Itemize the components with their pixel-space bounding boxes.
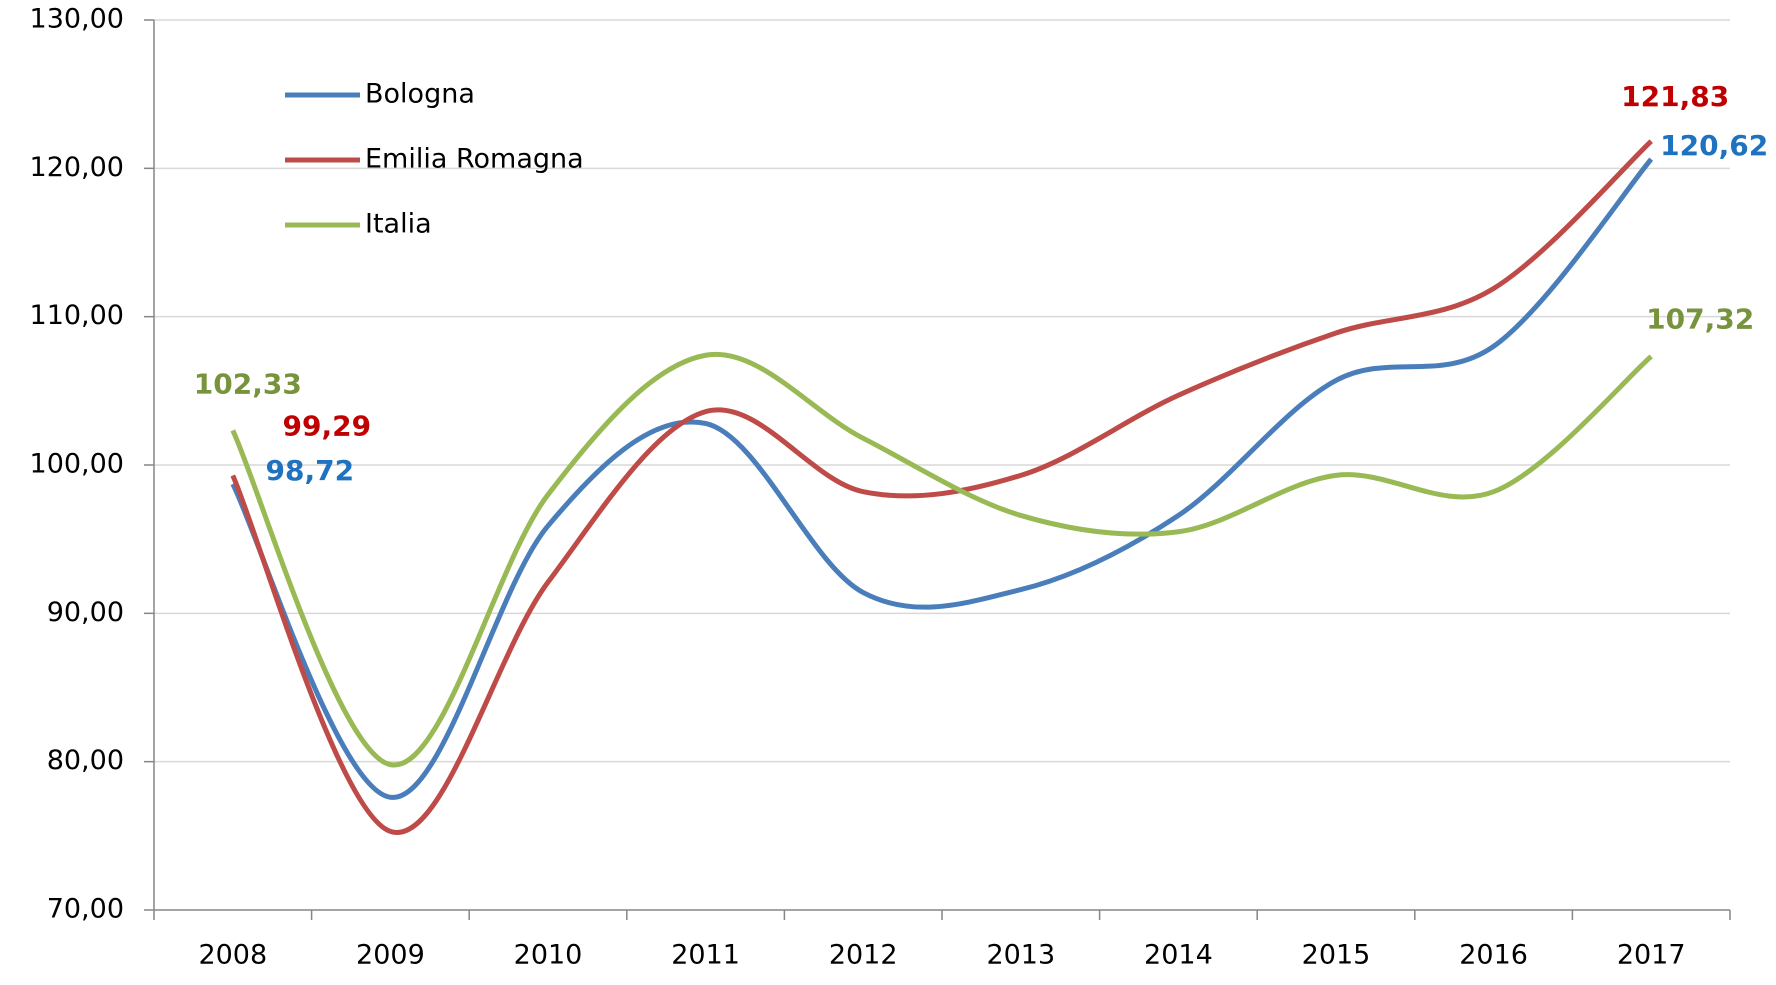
y-tick-label: 70,00 xyxy=(47,894,124,925)
legend-label: Bologna xyxy=(365,79,475,110)
y-tick-label: 120,00 xyxy=(30,152,124,183)
y-tick-label: 90,00 xyxy=(47,597,124,628)
legend-label: Italia xyxy=(365,209,432,240)
x-tick-label: 2009 xyxy=(356,940,425,971)
x-tick-label: 2015 xyxy=(1302,940,1371,971)
value-label: 102,33 xyxy=(194,367,302,400)
value-label: 120,62 xyxy=(1660,129,1768,162)
value-label: 98,72 xyxy=(266,454,355,487)
x-tick-label: 2011 xyxy=(671,940,740,971)
y-tick-label: 100,00 xyxy=(30,449,124,480)
y-tick-label: 110,00 xyxy=(30,300,124,331)
line xyxy=(230,351,1653,768)
x-tick-label: 2013 xyxy=(986,940,1055,971)
x-tick-label: 2014 xyxy=(1144,940,1213,971)
legend-label: Emilia Romagna xyxy=(365,144,584,175)
value-label: 99,29 xyxy=(283,410,372,443)
y-tick-label: 130,00 xyxy=(30,4,124,35)
y-tick-label: 80,00 xyxy=(47,745,124,776)
x-tick-label: 2016 xyxy=(1459,940,1528,971)
x-tick-label: 2010 xyxy=(514,940,583,971)
value-label: 121,83 xyxy=(1621,80,1729,113)
x-tick-label: 2012 xyxy=(829,940,898,971)
x-tick-label: 2008 xyxy=(198,940,267,971)
line xyxy=(230,139,1653,835)
value-label: 107,32 xyxy=(1646,302,1754,335)
x-tick-label: 2017 xyxy=(1617,940,1686,971)
line xyxy=(230,157,1654,800)
